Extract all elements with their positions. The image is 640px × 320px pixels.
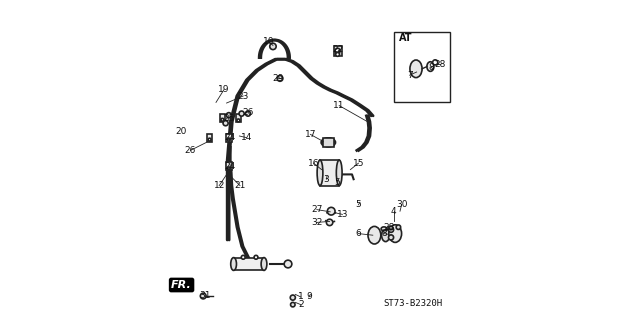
Circle shape <box>291 302 295 307</box>
Text: 4: 4 <box>391 207 396 216</box>
Circle shape <box>326 219 333 226</box>
Text: 26: 26 <box>185 146 196 155</box>
Text: AT: AT <box>399 33 413 43</box>
Text: 15: 15 <box>353 159 364 168</box>
Text: 31: 31 <box>199 292 211 300</box>
Circle shape <box>208 138 211 141</box>
Text: 28: 28 <box>383 223 394 232</box>
Text: 21: 21 <box>234 181 246 190</box>
Bar <box>207 133 212 142</box>
Bar <box>394 32 450 102</box>
Text: 14: 14 <box>241 133 252 142</box>
Text: 7: 7 <box>407 71 412 80</box>
Text: 25: 25 <box>223 114 234 123</box>
Ellipse shape <box>410 60 422 78</box>
Circle shape <box>396 225 401 229</box>
Ellipse shape <box>317 160 323 186</box>
Circle shape <box>223 121 228 126</box>
Circle shape <box>237 119 240 122</box>
Ellipse shape <box>337 160 342 186</box>
Text: 23: 23 <box>237 92 249 100</box>
Circle shape <box>388 227 394 232</box>
Circle shape <box>388 235 394 240</box>
Circle shape <box>221 118 224 121</box>
Bar <box>320 160 339 186</box>
Circle shape <box>227 138 230 141</box>
Circle shape <box>254 255 258 259</box>
Text: 8: 8 <box>381 229 387 238</box>
Circle shape <box>270 43 276 50</box>
Circle shape <box>328 207 335 215</box>
Circle shape <box>227 113 232 118</box>
Text: 5: 5 <box>356 200 361 209</box>
Circle shape <box>335 48 340 53</box>
Text: 13: 13 <box>337 210 348 219</box>
Circle shape <box>200 293 206 299</box>
Text: 10: 10 <box>263 37 275 46</box>
Text: 27: 27 <box>311 205 323 214</box>
Circle shape <box>290 295 295 300</box>
Text: 3: 3 <box>324 175 329 184</box>
Text: 28: 28 <box>435 60 445 68</box>
Text: 12: 12 <box>214 181 225 190</box>
Circle shape <box>284 260 292 268</box>
Circle shape <box>336 52 340 56</box>
Ellipse shape <box>388 226 393 229</box>
Text: 26: 26 <box>243 108 253 116</box>
Bar <box>234 258 264 270</box>
Circle shape <box>246 111 251 116</box>
Ellipse shape <box>368 227 381 244</box>
Circle shape <box>239 111 244 116</box>
Text: 24: 24 <box>225 133 236 142</box>
Bar <box>236 114 241 123</box>
Text: 9: 9 <box>306 292 312 301</box>
Ellipse shape <box>381 229 390 242</box>
Circle shape <box>227 167 230 170</box>
Text: 20: 20 <box>175 127 186 136</box>
Text: FR.: FR. <box>172 280 192 290</box>
Ellipse shape <box>388 225 402 243</box>
Text: 30: 30 <box>396 200 407 209</box>
Bar <box>323 138 334 147</box>
Text: 5: 5 <box>335 178 340 187</box>
Text: 11: 11 <box>333 101 345 110</box>
Text: 6: 6 <box>356 229 361 238</box>
Ellipse shape <box>323 138 334 145</box>
Text: 22: 22 <box>332 45 343 54</box>
Circle shape <box>277 76 283 81</box>
Text: 8: 8 <box>429 63 434 72</box>
Bar <box>334 46 342 56</box>
Text: ST73-B2320H: ST73-B2320H <box>383 300 442 308</box>
Text: 1: 1 <box>298 292 303 301</box>
Bar <box>226 133 232 142</box>
Ellipse shape <box>321 138 335 147</box>
Bar <box>226 162 232 171</box>
Ellipse shape <box>427 62 434 71</box>
Text: 2: 2 <box>298 300 303 309</box>
Bar <box>220 114 225 122</box>
Text: 24: 24 <box>225 162 236 171</box>
Text: 29: 29 <box>273 74 284 83</box>
Text: 19: 19 <box>218 85 230 94</box>
Text: 16: 16 <box>308 159 319 168</box>
Circle shape <box>433 60 438 65</box>
Text: 17: 17 <box>305 130 316 139</box>
Text: 32: 32 <box>311 218 323 227</box>
Ellipse shape <box>261 258 267 270</box>
Ellipse shape <box>231 258 237 270</box>
Ellipse shape <box>381 227 387 231</box>
Circle shape <box>241 255 245 259</box>
